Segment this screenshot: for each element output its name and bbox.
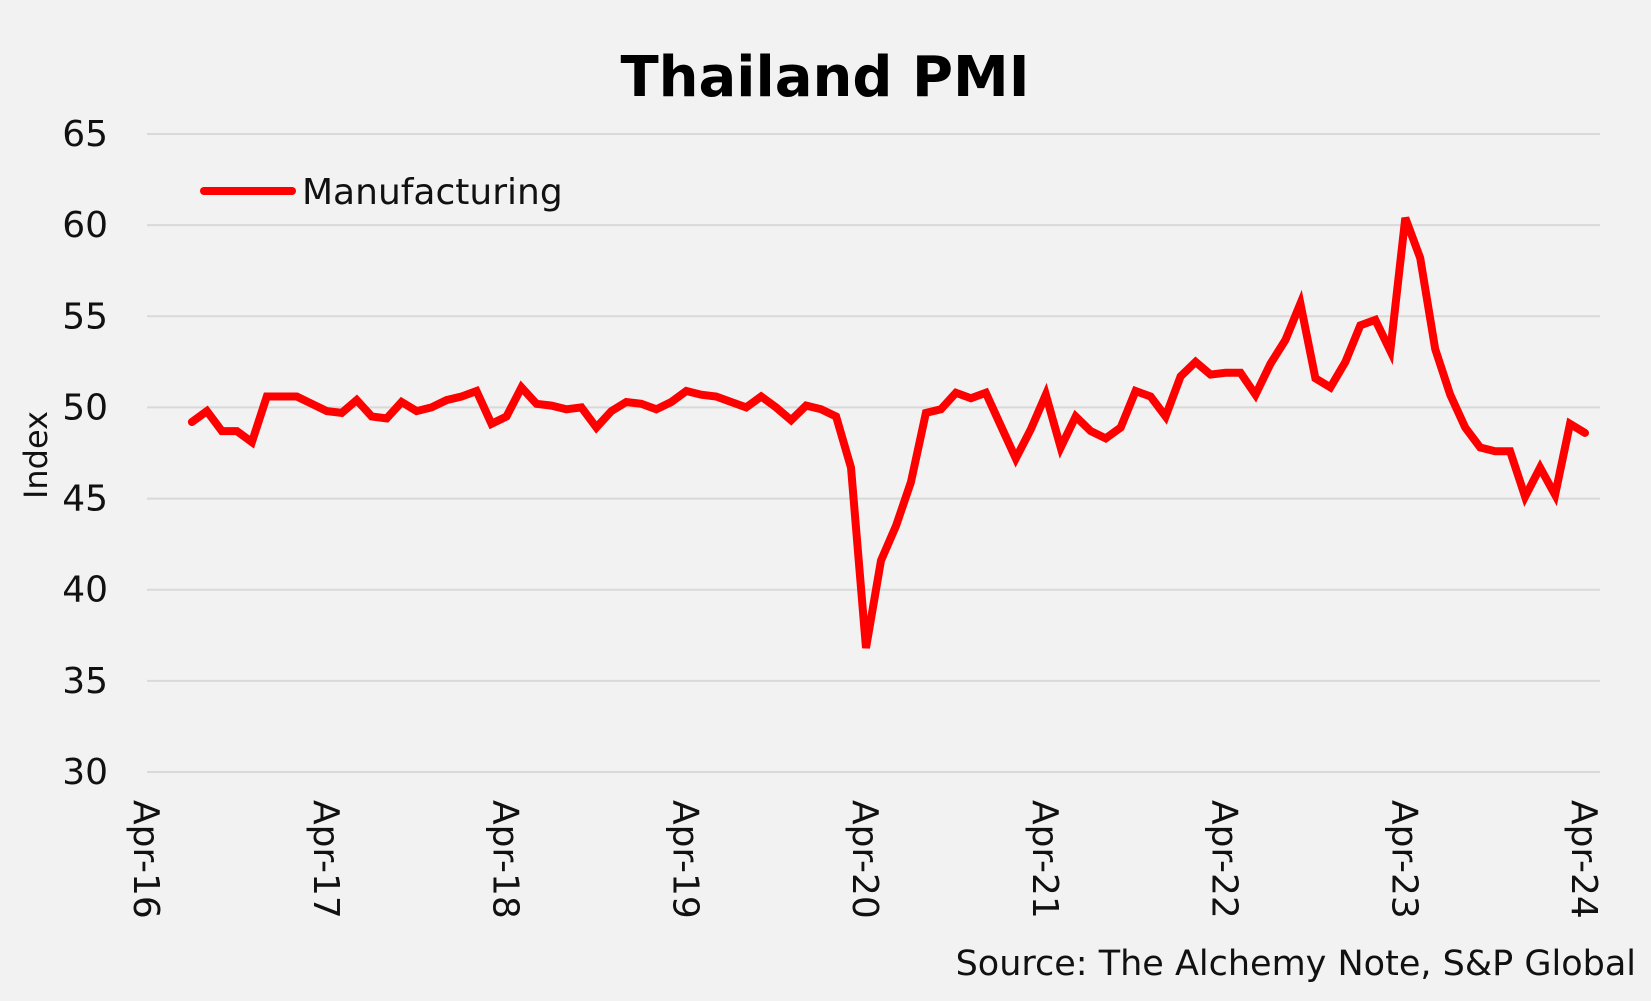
y-axis-label: Index [17,411,55,499]
chart-title: Thailand PMI [620,45,1029,110]
y-axis-ticks: 30 35 40 45 50 55 60 65 [62,114,108,793]
series-line-manufacturing [187,216,1589,649]
x-tick-label: Apr-23 [1383,800,1424,919]
x-tick-label: Apr-24 [1563,800,1604,919]
legend-label-manufacturing: Manufacturing [302,172,563,213]
x-tick-label: Apr-21 [1024,800,1065,919]
x-tick-label: Apr-18 [485,800,526,919]
x-tick-label: Apr-22 [1204,800,1245,919]
gridlines [147,133,1600,773]
legend: Manufacturing [200,172,563,213]
y-tick-label: 35 [62,661,108,702]
x-tick-label: Apr-19 [664,800,705,919]
y-tick-label: 50 [62,387,108,428]
y-tick-label: 65 [62,114,108,155]
x-tick-label: Apr-17 [305,800,346,919]
y-tick-label: 30 [62,752,108,793]
x-tick-label: Apr-16 [125,800,166,919]
y-tick-label: 60 [62,205,108,246]
y-tick-label: 40 [62,570,108,611]
y-tick-label: 45 [62,479,108,520]
x-tick-label: Apr-20 [844,800,885,919]
x-axis-ticks: Apr-16 Apr-17 Apr-18 Apr-19 Apr-20 Apr-21 Apr-… [125,800,1604,919]
y-tick-label: 55 [62,296,108,337]
series-layer [187,216,1589,649]
source-note: Source: The Alchemy Note, S&P Global [956,944,1636,984]
